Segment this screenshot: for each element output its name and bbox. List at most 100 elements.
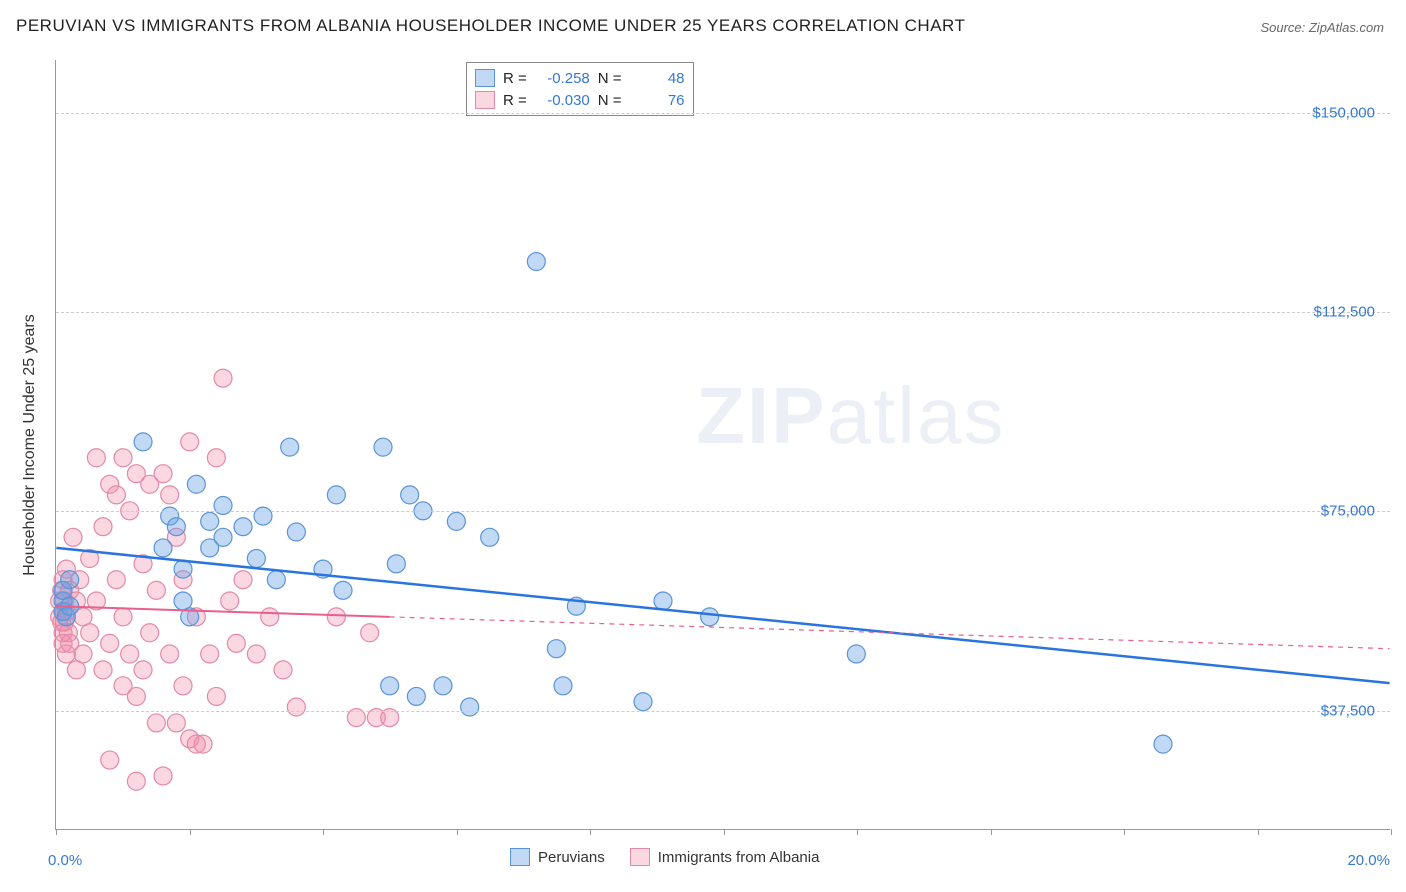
- data-point: [154, 539, 172, 557]
- data-point: [374, 438, 392, 456]
- data-point: [274, 661, 292, 679]
- r-value: -0.258: [535, 70, 590, 87]
- data-point: [207, 687, 225, 705]
- data-point: [434, 677, 452, 695]
- data-point: [167, 714, 185, 732]
- data-point: [81, 624, 99, 642]
- x-tick: [56, 829, 57, 835]
- data-point: [94, 518, 112, 536]
- data-point: [194, 735, 212, 753]
- legend-label: Peruvians: [538, 849, 605, 866]
- x-tick: [323, 829, 324, 835]
- data-point: [67, 661, 85, 679]
- data-point: [247, 645, 265, 663]
- data-point: [147, 581, 165, 599]
- plot-area: ZIPatlas R = -0.258 N = 48 R = -0.030 N …: [55, 60, 1390, 830]
- data-point: [554, 677, 572, 695]
- y-tick-label: $75,000: [1321, 503, 1375, 520]
- y-axis-title: Householder Income Under 25 years: [21, 314, 39, 575]
- data-point: [654, 592, 672, 610]
- data-point: [107, 486, 125, 504]
- trend-line-extrapolated: [390, 617, 1390, 649]
- source-attribution: Source: ZipAtlas.com: [1260, 20, 1384, 35]
- data-point: [61, 571, 79, 589]
- series-legend: Peruvians Immigrants from Albania: [510, 848, 819, 866]
- data-point: [281, 438, 299, 456]
- n-value: 48: [630, 70, 685, 87]
- x-tick: [991, 829, 992, 835]
- data-point: [207, 449, 225, 467]
- data-point: [461, 698, 479, 716]
- data-point: [134, 433, 152, 451]
- x-tick: [857, 829, 858, 835]
- data-point: [261, 608, 279, 626]
- data-point: [701, 608, 719, 626]
- legend-item-albania: Immigrants from Albania: [630, 848, 820, 866]
- data-point: [1154, 735, 1172, 753]
- x-tick: [590, 829, 591, 835]
- data-point: [154, 465, 172, 483]
- data-point: [147, 714, 165, 732]
- data-point: [227, 634, 245, 652]
- data-point: [161, 486, 179, 504]
- data-point: [381, 677, 399, 695]
- legend-label: Immigrants from Albania: [658, 849, 820, 866]
- data-point: [107, 571, 125, 589]
- data-point: [141, 624, 159, 642]
- data-point: [334, 581, 352, 599]
- y-tick-label: $37,500: [1321, 702, 1375, 719]
- data-point: [387, 555, 405, 573]
- data-point: [407, 687, 425, 705]
- gridline: [56, 113, 1390, 114]
- data-point: [267, 571, 285, 589]
- scatter-svg: [56, 60, 1390, 829]
- data-point: [234, 571, 252, 589]
- data-point: [481, 528, 499, 546]
- data-point: [181, 433, 199, 451]
- chart-title: PERUVIAN VS IMMIGRANTS FROM ALBANIA HOUS…: [16, 16, 965, 36]
- n-label: N =: [598, 92, 622, 109]
- data-point: [214, 369, 232, 387]
- x-tick: [724, 829, 725, 835]
- data-point: [287, 698, 305, 716]
- x-tick: [190, 829, 191, 835]
- data-point: [234, 518, 252, 536]
- data-point: [154, 767, 172, 785]
- data-point: [161, 645, 179, 663]
- swatch-pink-icon: [475, 91, 495, 109]
- swatch-pink-icon: [630, 848, 650, 866]
- x-axis-min-label: 0.0%: [48, 852, 82, 869]
- x-axis-max-label: 20.0%: [1347, 852, 1390, 869]
- stats-row-albania: R = -0.030 N = 76: [475, 89, 685, 111]
- data-point: [361, 624, 379, 642]
- data-point: [401, 486, 419, 504]
- data-point: [174, 592, 192, 610]
- data-point: [327, 608, 345, 626]
- r-value: -0.030: [535, 92, 590, 109]
- data-point: [327, 486, 345, 504]
- gridline: [56, 511, 1390, 512]
- data-point: [127, 687, 145, 705]
- data-point: [247, 550, 265, 568]
- data-point: [201, 512, 219, 530]
- r-label: R =: [503, 92, 527, 109]
- n-value: 76: [630, 92, 685, 109]
- data-point: [547, 640, 565, 658]
- data-point: [114, 449, 132, 467]
- n-label: N =: [598, 70, 622, 87]
- data-point: [134, 661, 152, 679]
- x-tick: [1391, 829, 1392, 835]
- swatch-blue-icon: [475, 69, 495, 87]
- x-tick: [1124, 829, 1125, 835]
- data-point: [114, 608, 132, 626]
- data-point: [101, 751, 119, 769]
- data-point: [221, 592, 239, 610]
- y-tick-label: $112,500: [1314, 304, 1375, 321]
- data-point: [174, 677, 192, 695]
- data-point: [127, 772, 145, 790]
- x-tick: [457, 829, 458, 835]
- data-point: [287, 523, 305, 541]
- data-point: [167, 518, 185, 536]
- gridline: [56, 711, 1390, 712]
- stats-legend: R = -0.258 N = 48 R = -0.030 N = 76: [466, 62, 694, 116]
